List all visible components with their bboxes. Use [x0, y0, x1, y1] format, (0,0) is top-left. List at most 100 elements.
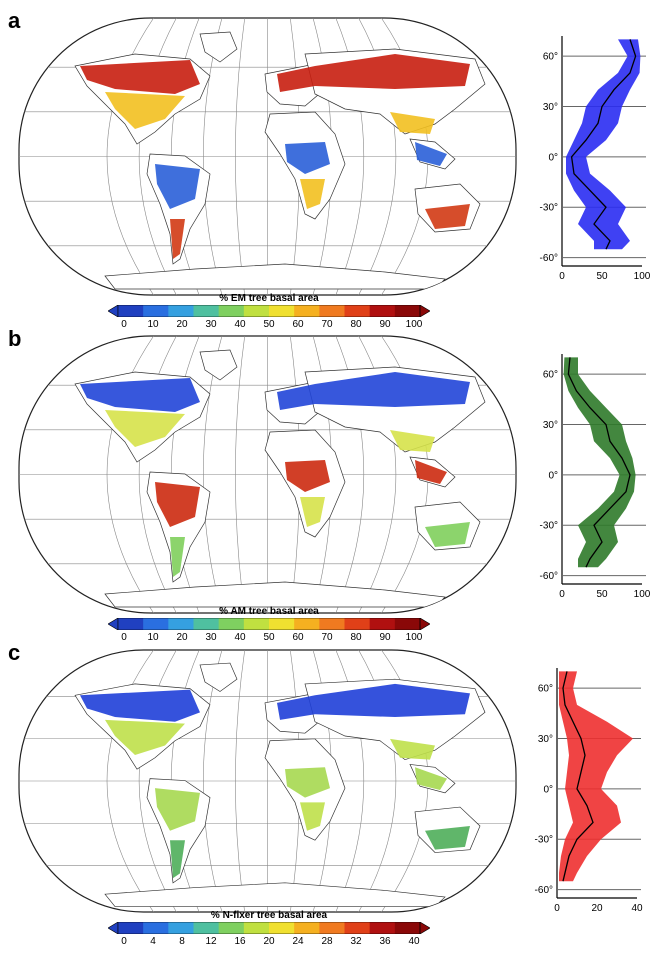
colorbar-segment [168, 618, 194, 630]
value-patch [390, 112, 435, 134]
colorbar-segment [294, 618, 320, 630]
colorbar-tick-label: 60 [292, 632, 304, 643]
colorbar-tick-label: 20 [176, 632, 188, 643]
colorbar-tick-label: 80 [350, 632, 362, 643]
colorbar-segment [319, 922, 345, 934]
value-patch [285, 460, 330, 492]
colorbar-segment [218, 305, 245, 317]
value-patch [285, 767, 330, 798]
colorbar-segment [294, 922, 320, 934]
colorbar-segment [369, 922, 396, 934]
value-patch [80, 378, 200, 412]
colorbar-tick-label: 12 [205, 936, 217, 947]
x-tick-label: 0 [559, 589, 565, 600]
value-patch [80, 60, 200, 94]
value-patch [415, 767, 447, 790]
value-patch [285, 142, 330, 174]
colorbar-segment [168, 305, 194, 317]
world-map [18, 649, 517, 913]
colorbar-high-arrow [419, 922, 430, 934]
colorbar-tick-label: 20 [176, 319, 188, 330]
y-tick-label: 30° [538, 734, 553, 745]
colorbar-segment [294, 305, 320, 317]
value-patch [300, 497, 325, 527]
colorbar-tick-label: 8 [179, 936, 185, 947]
profile-mean-line [570, 39, 637, 250]
colorbar-tick-label: 100 [405, 632, 423, 643]
colorbar-strip [108, 618, 430, 630]
y-tick-label: -60° [535, 885, 553, 896]
profile-mean-line [567, 357, 631, 568]
colorbar-low-arrow [108, 618, 119, 630]
colorbar-segment [243, 305, 270, 317]
value-patch [300, 802, 325, 831]
value-patch [105, 92, 185, 129]
colorbar-segment [193, 922, 220, 934]
colorbar-segment [369, 305, 396, 317]
panel-letter: b [8, 326, 22, 351]
profile-range-band [563, 357, 636, 568]
colorbar-frame [117, 618, 421, 630]
continent-greenland [199, 662, 238, 692]
colorbar-tick-label: 30 [205, 319, 217, 330]
colorbar-segment [394, 305, 421, 317]
value-patch [155, 164, 200, 209]
colorbar-low-arrow [108, 922, 119, 934]
colorbar-segment [143, 618, 169, 630]
colorbar-tick-label: 36 [379, 936, 391, 947]
colorbar-frame [117, 922, 421, 934]
value-patch [105, 410, 185, 447]
colorbar-title: % N-fixer tree basal area [210, 910, 328, 921]
colorbar-low-arrow [108, 305, 119, 317]
continent-greenland [199, 31, 238, 63]
latitude-profile: 60° 30° 0° -30° -60°0 50 100 [540, 354, 650, 600]
y-tick-label: -60° [540, 571, 558, 582]
value-patch [415, 142, 447, 166]
colorbar-segment [193, 305, 220, 317]
colorbar-tick-label: 10 [147, 319, 159, 330]
colorbar-tick-label: 0 [121, 936, 127, 947]
value-patch [105, 719, 185, 755]
panel-letter: a [8, 8, 21, 33]
x-tick-label: 50 [596, 271, 608, 282]
colorbar-segment [344, 922, 371, 934]
colorbar-segment [118, 618, 144, 630]
colorbar-segment [319, 618, 345, 630]
colorbar-tick-label: 0 [121, 319, 127, 330]
y-tick-label: 0° [548, 470, 558, 481]
colorbar-segment [218, 922, 245, 934]
colorbar-segment [269, 922, 295, 934]
panel-c: c % N-fixer tree basal area 0 4 8 12 16 20 24 2… [0, 640, 653, 958]
x-tick-label: 0 [554, 903, 560, 914]
colorbar-tick-label: 32 [350, 936, 362, 947]
colorbar-tick-label: 20 [263, 936, 275, 947]
continent-antarctica [104, 581, 446, 608]
value-patch [425, 522, 470, 547]
colorbar-tick-label: 100 [405, 319, 423, 330]
panel-letter: c [8, 640, 21, 665]
value-patch [390, 738, 435, 760]
colorbar-segment [193, 618, 220, 630]
colorbar-segment [243, 618, 270, 630]
colorbar-segment [218, 618, 245, 630]
colorbar-tick-label: 70 [321, 632, 333, 643]
colorbar-title: % AM tree basal area [219, 606, 319, 617]
y-tick-label: 30° [543, 420, 558, 431]
colorbar-tick-label: 24 [292, 936, 304, 947]
latitude-profile: 60° 30° 0° -30° -60°0 20 40 [535, 668, 643, 914]
colorbar-segment [243, 922, 270, 934]
value-patch [277, 54, 470, 92]
y-tick-label: 0° [543, 784, 553, 795]
value-patch [300, 179, 325, 209]
y-tick-label: 60° [538, 684, 553, 695]
colorbar-tick-label: 70 [321, 319, 333, 330]
colorbar-tick-label: 90 [379, 632, 391, 643]
colorbar-tick-label: 30 [205, 632, 217, 643]
world-map [18, 17, 517, 296]
colorbar-tick-label: 28 [321, 936, 333, 947]
panel-b: b % AM tree basal area 0 10 20 30 40 50 60 70 80… [0, 326, 653, 644]
x-tick-label: 40 [631, 903, 643, 914]
x-tick-label: 20 [591, 903, 603, 914]
colorbar-tick-label: 40 [234, 319, 246, 330]
colorbar-tick-label: 50 [263, 319, 275, 330]
